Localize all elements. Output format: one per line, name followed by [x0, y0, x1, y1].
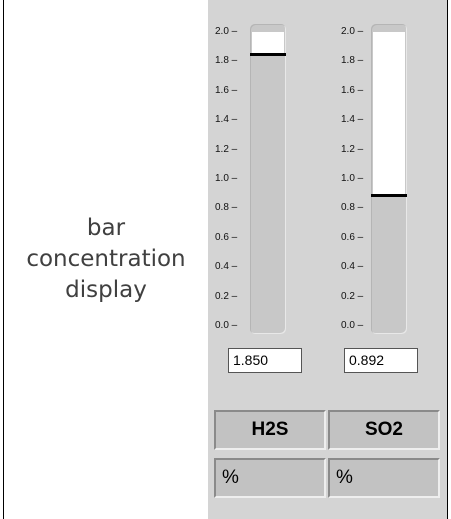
scale-tick-label: 0.6 – — [341, 231, 364, 243]
h2s-readout[interactable]: 1.850 — [228, 348, 302, 373]
h2s-gauge: 2.0 – 1.8 – 1.6 – 1.4 – 1.2 – 1.0 – 0.8 – 0.6 –… — [212, 0, 322, 373]
scale-tick-label: 1.2 – — [341, 143, 364, 155]
scale-tick-label: 1.0 – — [215, 173, 238, 184]
so2-bar-marker — [371, 193, 407, 197]
so2-name-label: SO2 — [328, 410, 440, 450]
scale-tick-label: 0.6 – — [215, 231, 238, 243]
scale-tick-label: 0.8 – — [341, 202, 364, 214]
side-label: bar concentration display — [26, 215, 186, 303]
scale-tick-label: 2.0 – — [215, 26, 238, 37]
gauge-panel: 2.0 – 1.8 – 1.6 – 1.4 – 1.2 – 1.0 – 0.8 – 0.6 –… — [208, 0, 447, 519]
h2s-bar-marker — [250, 53, 286, 57]
scale-tick-label: 1.2 – — [215, 143, 238, 155]
scale-tick-label: 0.2 – — [341, 290, 364, 302]
scale-tick-label: 1.6 – — [215, 84, 238, 96]
scale-tick-label: 2.0 – — [341, 26, 364, 37]
scale-tick-label: 1.8 – — [341, 55, 364, 67]
scale-tick-label: 0.0 – — [215, 320, 238, 331]
scale-tick-label: 0.4 – — [215, 261, 238, 273]
scale-tick-label: 0.4 – — [341, 261, 364, 273]
scale-tick-label: 0.2 – — [215, 290, 238, 302]
side-label-container: bar concentration display — [4, 0, 208, 519]
so2-bar-fill — [373, 32, 405, 195]
h2s-unit-label: % — [214, 458, 326, 498]
so2-gauge: 2.0 – 1.8 – 1.6 – 1.4 – 1.2 – 1.0 – 0.8 – 0.6 –… — [331, 0, 441, 373]
scale-tick-label: 1.6 – — [341, 84, 364, 96]
h2s-name-label: H2S — [214, 410, 326, 450]
scale-tick-label: 1.8 – — [215, 55, 238, 67]
scale-tick-label: 1.4 – — [341, 114, 364, 126]
display-frame — [3, 0, 448, 519]
h2s-bar-fill — [252, 32, 284, 55]
scale-tick-label: 0.8 – — [215, 202, 238, 214]
scale-tick-label: 1.0 – — [341, 173, 364, 184]
so2-readout[interactable]: 0.892 — [344, 348, 418, 373]
so2-bar-track — [371, 24, 407, 334]
so2-unit-label: % — [328, 458, 440, 498]
scale-tick-label: 0.0 – — [341, 320, 364, 331]
scale-tick-label: 1.4 – — [215, 114, 238, 126]
h2s-bar-track — [250, 24, 286, 334]
